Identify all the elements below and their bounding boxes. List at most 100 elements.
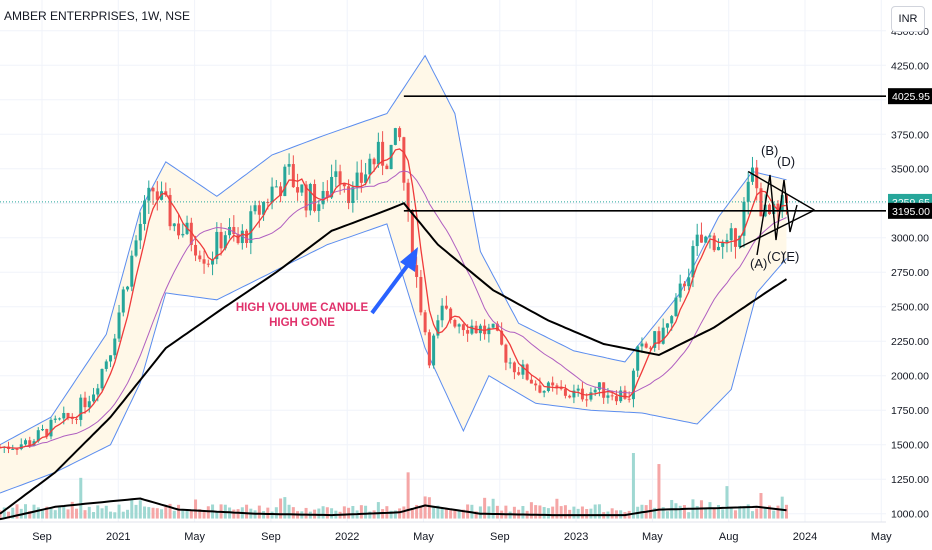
candle-body bbox=[687, 277, 691, 287]
volume-bar bbox=[96, 505, 100, 519]
candle-body bbox=[257, 205, 261, 215]
candle-body bbox=[364, 174, 368, 183]
candle-body bbox=[427, 332, 431, 366]
candle-body bbox=[738, 235, 742, 247]
volume-bar bbox=[185, 510, 189, 519]
price-tick-label: 2000.00 bbox=[891, 371, 929, 383]
arrow-shaft bbox=[370, 260, 412, 315]
volume-bar bbox=[585, 508, 589, 519]
volume-bar bbox=[41, 510, 45, 519]
price-label-bg bbox=[888, 202, 932, 219]
volume-bar bbox=[236, 509, 240, 519]
volume-bar bbox=[109, 511, 113, 519]
volume-bar bbox=[202, 512, 206, 519]
candle-body bbox=[113, 338, 117, 356]
candle-body bbox=[602, 382, 606, 398]
candle-body bbox=[189, 222, 193, 245]
candle-body bbox=[704, 236, 708, 243]
volume-bar bbox=[512, 506, 516, 519]
candle-body bbox=[682, 283, 686, 287]
candle-body bbox=[211, 259, 215, 265]
volume-bar bbox=[398, 508, 402, 519]
annotation-line-2: HIGH GONE bbox=[269, 317, 335, 329]
volume-bar bbox=[589, 508, 593, 519]
candle-body bbox=[138, 223, 142, 241]
volume-bar bbox=[453, 510, 457, 519]
volume-bar bbox=[491, 498, 495, 519]
candle-body bbox=[597, 382, 601, 390]
candle-body bbox=[657, 331, 661, 344]
candle-body bbox=[398, 128, 402, 138]
volume-bar bbox=[330, 508, 334, 519]
volume-bar bbox=[7, 511, 11, 519]
candle-body bbox=[559, 387, 563, 390]
volume-bar bbox=[121, 511, 125, 519]
candle-body bbox=[266, 201, 270, 203]
volume-bar bbox=[432, 506, 436, 519]
volume-bar bbox=[317, 508, 321, 519]
candle-body bbox=[593, 389, 597, 393]
time-axis-bg bbox=[0, 522, 932, 550]
volume-bar bbox=[126, 509, 130, 519]
candle-body bbox=[172, 223, 176, 227]
volume-bar bbox=[321, 506, 325, 519]
volume-bar bbox=[708, 502, 712, 519]
candle-body bbox=[551, 382, 555, 386]
volume-bar bbox=[478, 506, 482, 519]
volume-bar bbox=[168, 503, 172, 519]
volume-bar bbox=[304, 507, 308, 519]
price-tick-label: 1750.00 bbox=[891, 405, 929, 417]
candle-body bbox=[270, 186, 274, 203]
volume-bar bbox=[376, 502, 380, 519]
candle-body bbox=[415, 265, 419, 277]
candle-body bbox=[274, 186, 278, 188]
candle-body bbox=[83, 397, 87, 408]
volume-bar bbox=[130, 499, 134, 519]
volume-bar bbox=[206, 506, 210, 519]
candle-body bbox=[665, 323, 669, 328]
candle-body bbox=[729, 228, 733, 241]
volume-bar bbox=[62, 506, 66, 519]
candle-body bbox=[11, 448, 15, 450]
drawings: (B)(D) (A) (C)(E) HIGH VOLUME CANDLE HIGH GO… bbox=[0, 95, 886, 329]
volume-bar bbox=[572, 506, 576, 519]
price-label: 3195.00 bbox=[892, 206, 930, 218]
candle-body bbox=[53, 418, 57, 420]
volume-bar bbox=[49, 508, 53, 519]
volume-bar bbox=[79, 477, 83, 519]
candle-body bbox=[623, 390, 627, 399]
volume-bar bbox=[232, 509, 236, 519]
candle-body bbox=[780, 195, 784, 212]
candle-body bbox=[79, 397, 83, 420]
time-tick-label: Sep bbox=[32, 531, 52, 543]
candle-body bbox=[291, 164, 295, 188]
price-label-bg bbox=[888, 88, 932, 105]
volume-bar bbox=[721, 509, 725, 519]
candle-body bbox=[228, 226, 232, 236]
volume-bar bbox=[534, 505, 538, 519]
volume-bar bbox=[483, 497, 487, 519]
candle-body bbox=[436, 320, 440, 336]
candle-body bbox=[521, 364, 525, 375]
candle-body bbox=[491, 323, 495, 328]
volume-bar bbox=[648, 499, 652, 519]
candle-body bbox=[585, 399, 589, 401]
volume-ma-line bbox=[0, 497, 787, 521]
candle-body bbox=[512, 362, 516, 373]
candle-body bbox=[381, 141, 385, 166]
volume-bar bbox=[100, 508, 104, 519]
candle-body bbox=[262, 201, 266, 215]
volume-bar bbox=[359, 505, 363, 519]
candle-body bbox=[130, 255, 134, 287]
volume-bar bbox=[28, 511, 32, 519]
candle-body bbox=[24, 440, 28, 445]
currency-button[interactable]: INR bbox=[891, 6, 925, 32]
triangle-upper-line bbox=[747, 170, 815, 211]
price-tick-label: 3750.00 bbox=[891, 129, 929, 141]
candle-body bbox=[614, 396, 618, 402]
price-tick-label: 3500.00 bbox=[891, 164, 929, 176]
volume-bar bbox=[0, 510, 2, 519]
candle-body bbox=[423, 312, 427, 333]
volume-bar bbox=[245, 504, 249, 519]
